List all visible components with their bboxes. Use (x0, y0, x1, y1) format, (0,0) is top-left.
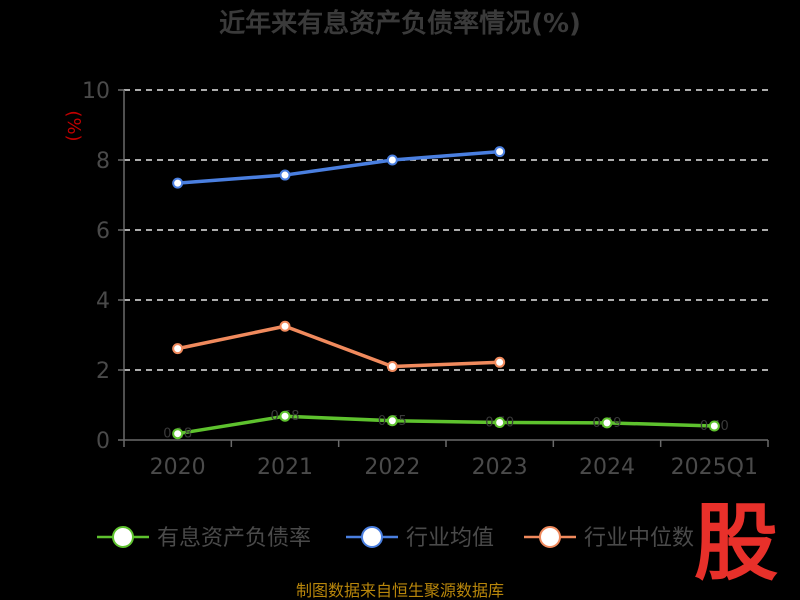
watermark-logo: 股 (694, 494, 778, 592)
series-line (177, 324, 500, 369)
series-2 (172, 320, 506, 372)
x-tick-label: 2023 (472, 455, 528, 480)
chart-title: 近年来有息资产负债率情况(%) (219, 8, 581, 39)
legend-label: 有息资产负债率 (157, 526, 311, 551)
legend-item: 行业均值 (346, 526, 494, 551)
data-source-note: 制图数据来自恒生聚源数据库 (296, 581, 504, 600)
data-point (386, 361, 398, 372)
y-axis-unit: (%) (63, 110, 84, 141)
data-point (601, 417, 613, 429)
data-point (279, 320, 291, 332)
data-point (386, 415, 398, 427)
x-tick-label: 2024 (579, 455, 635, 480)
data-point (386, 154, 398, 166)
grid-lines (124, 89, 768, 371)
data-point (494, 417, 506, 428)
series-lines: 0.180.680.550.500.490.40 (163, 146, 729, 442)
series-line (177, 149, 500, 185)
y-tick-label: 6 (96, 219, 110, 244)
legend-item: 行业中位数 (524, 526, 694, 551)
y-tick-label: 8 (96, 149, 110, 174)
data-point (708, 420, 720, 432)
x-tick-label: 2021 (257, 455, 313, 480)
y-tick-label: 2 (96, 359, 110, 384)
x-tick-label: 2022 (364, 455, 420, 480)
legend-item: 有息资产负债率 (97, 526, 311, 551)
data-point (172, 343, 184, 355)
axes: 0 2 4 6 8 10 2020 2021 2022 2023 2024 2025Q1 (82, 79, 769, 480)
data-point (494, 356, 506, 368)
data-point (279, 169, 291, 181)
data-point (279, 410, 291, 422)
legend-marker (539, 526, 561, 548)
legend-label: 行业中位数 (584, 526, 694, 551)
legend-marker (361, 526, 383, 548)
series-1 (172, 146, 506, 189)
y-tick-label: 4 (96, 289, 110, 314)
data-point (172, 428, 184, 440)
y-tick-label: 0 (96, 429, 110, 454)
data-point (494, 146, 506, 158)
x-tick-label: 2025Q1 (671, 455, 758, 480)
legend-marker (112, 526, 134, 548)
y-tick-label: 10 (82, 79, 110, 104)
legend-label: 行业均值 (406, 526, 494, 551)
x-tick-label: 2020 (150, 455, 206, 480)
series-line (177, 414, 715, 436)
data-point (172, 177, 184, 189)
legend: 有息资产负债率 行业均值 行业中位数 (97, 526, 694, 551)
series-0: 0.180.680.550.500.490.40 (163, 409, 729, 442)
